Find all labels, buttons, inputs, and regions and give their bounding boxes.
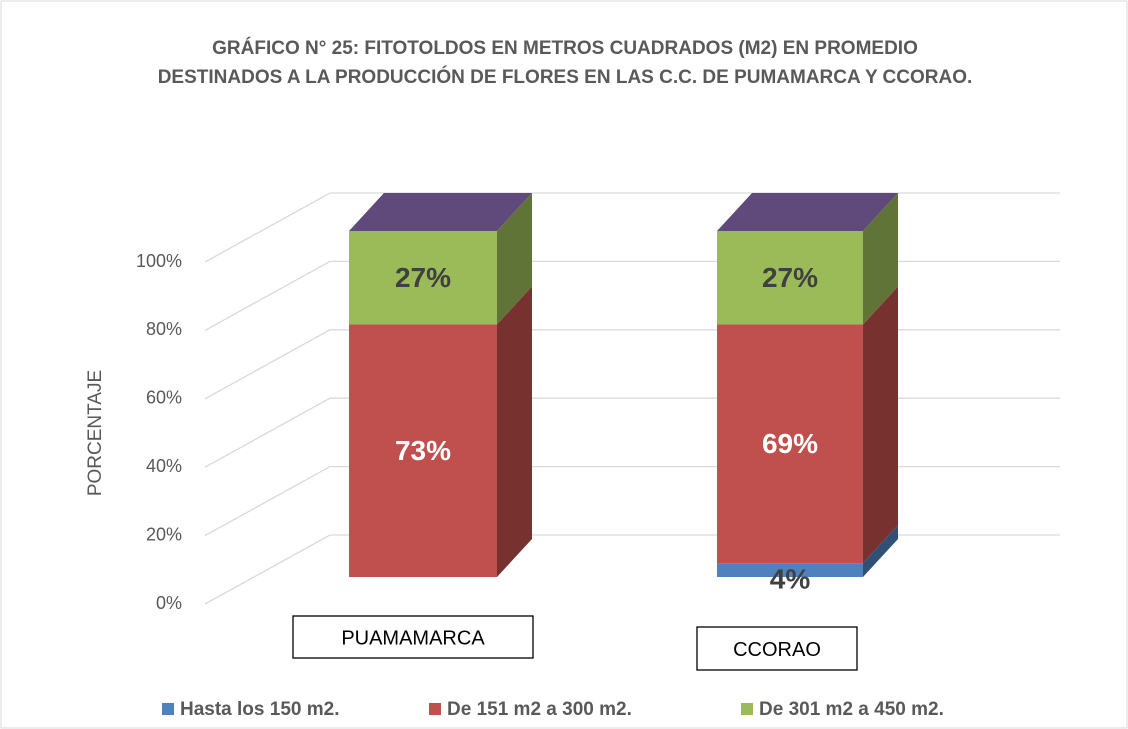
- x-tick-label: CCORAO: [733, 639, 821, 661]
- bar-side: [863, 525, 898, 577]
- data-label: 27%: [762, 262, 818, 293]
- x-tick-label: PUAMAMARCA: [341, 627, 485, 649]
- y-tick-label: 60%: [146, 388, 182, 408]
- bar: [717, 563, 863, 577]
- bar-top: [349, 193, 532, 231]
- y-tick-label: 0%: [156, 593, 182, 613]
- y-tick-label: 40%: [146, 456, 182, 476]
- legend-swatch: [741, 703, 753, 715]
- legend-swatch: [162, 703, 174, 715]
- chart-title: GRÁFICO N° 25: FITOTOLDOS EN METROS CUAD…: [157, 38, 973, 88]
- grid-line: [204, 397, 1060, 468]
- data-label: 73%: [395, 435, 451, 466]
- grid-line: [204, 465, 1060, 537]
- bar-side: [863, 193, 898, 325]
- y-tick-label: 20%: [146, 524, 182, 544]
- bar: [349, 231, 497, 325]
- y-tick-label: 100%: [136, 251, 182, 271]
- category-box: [696, 626, 858, 671]
- bar: [349, 324, 497, 577]
- grid-line: [204, 534, 1060, 605]
- category-box: [292, 615, 534, 659]
- data-label: 27%: [395, 262, 451, 293]
- grid-line: [204, 329, 1060, 400]
- data-label: 69%: [762, 428, 818, 459]
- y-tick-label: 80%: [146, 319, 182, 339]
- bar: [717, 324, 863, 564]
- bar-side: [497, 286, 532, 577]
- data-label: 4%: [770, 563, 811, 594]
- bar-top: [717, 193, 898, 231]
- legend-swatch: [429, 703, 441, 715]
- legend-label: De 151 m2 a 300 m2.: [447, 699, 632, 720]
- bar: [717, 231, 863, 325]
- y-axis-label: PORCENTAJE: [85, 370, 106, 496]
- bar-side: [497, 193, 532, 325]
- grid-line: [204, 260, 1060, 331]
- grid-line: [204, 192, 1060, 263]
- legend-label: Hasta los 150 m2.: [180, 699, 339, 720]
- legend-label: De 301 m2 a 450 m2.: [759, 699, 944, 720]
- bar-side: [863, 286, 898, 564]
